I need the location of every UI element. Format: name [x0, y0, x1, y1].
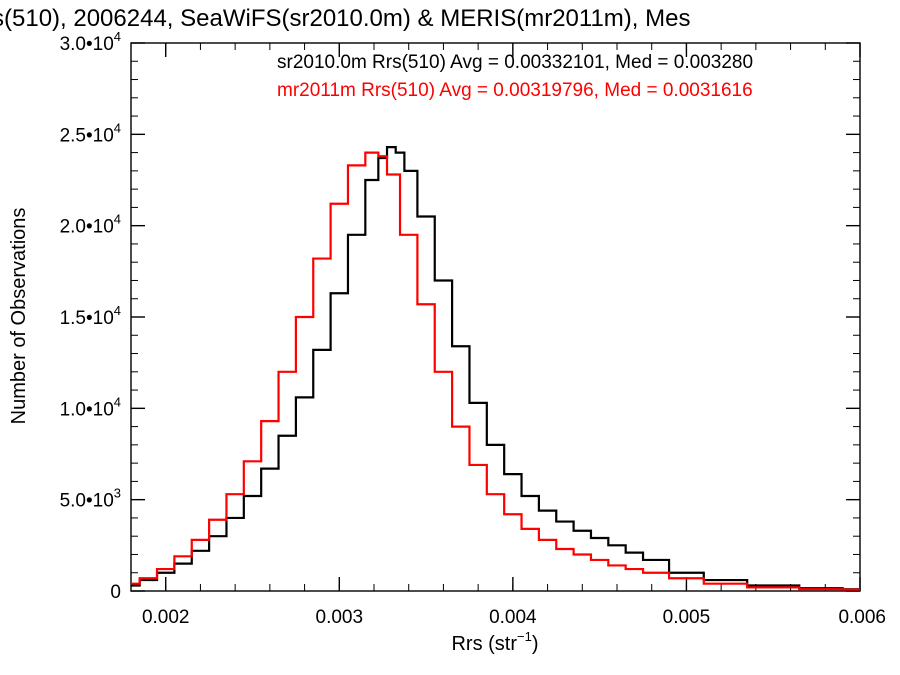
x-tick-label: 0.005	[663, 607, 711, 628]
y-axis-label: Number of Observations	[8, 208, 30, 425]
plot-area-frame	[130, 42, 861, 592]
x-tick-label: 0.003	[316, 607, 364, 628]
series-mr2011m-line	[131, 151, 860, 591]
x-tick-label: 0.004	[489, 607, 537, 628]
y-tick-label: 2.5•104	[60, 120, 121, 146]
x-axis-label: Rrs (str−1)	[451, 629, 538, 655]
series-sr2010.0m-line	[131, 146, 860, 591]
legend-entry-mr2011: mr2011m Rrs(510) Avg = 0.00319796, Med =…	[277, 80, 753, 101]
x-tick-label: 0.002	[142, 607, 190, 628]
y-tick-label: 3.0•104	[60, 29, 121, 55]
y-tick-label: 5.0•103	[60, 486, 121, 512]
chart-title: s(510), 2006244, SeaWiFS(sr2010.0m) & ME…	[0, 5, 690, 32]
legend-entry-sr2010: sr2010.0m Rrs(510) Avg = 0.00332101, Med…	[277, 52, 753, 73]
y-tick-label: 1.5•104	[60, 303, 121, 329]
y-axis-ticks: 0 5.0•103 1.0•104 1.5•104 2.0•104 2.5•104 3.0•…	[60, 29, 860, 603]
x-tick-label: 0.006	[838, 607, 886, 628]
x-axis-label-superscript: −1	[517, 629, 532, 644]
x-axis-ticks: 0.002 0.003 0.004 0.005 0.006	[130, 43, 886, 628]
y-tick-label: 2.0•104	[60, 212, 121, 238]
y-tick-label: 1.0•104	[60, 394, 121, 420]
series-layer	[131, 146, 860, 591]
y-tick-label: 0	[110, 582, 121, 603]
